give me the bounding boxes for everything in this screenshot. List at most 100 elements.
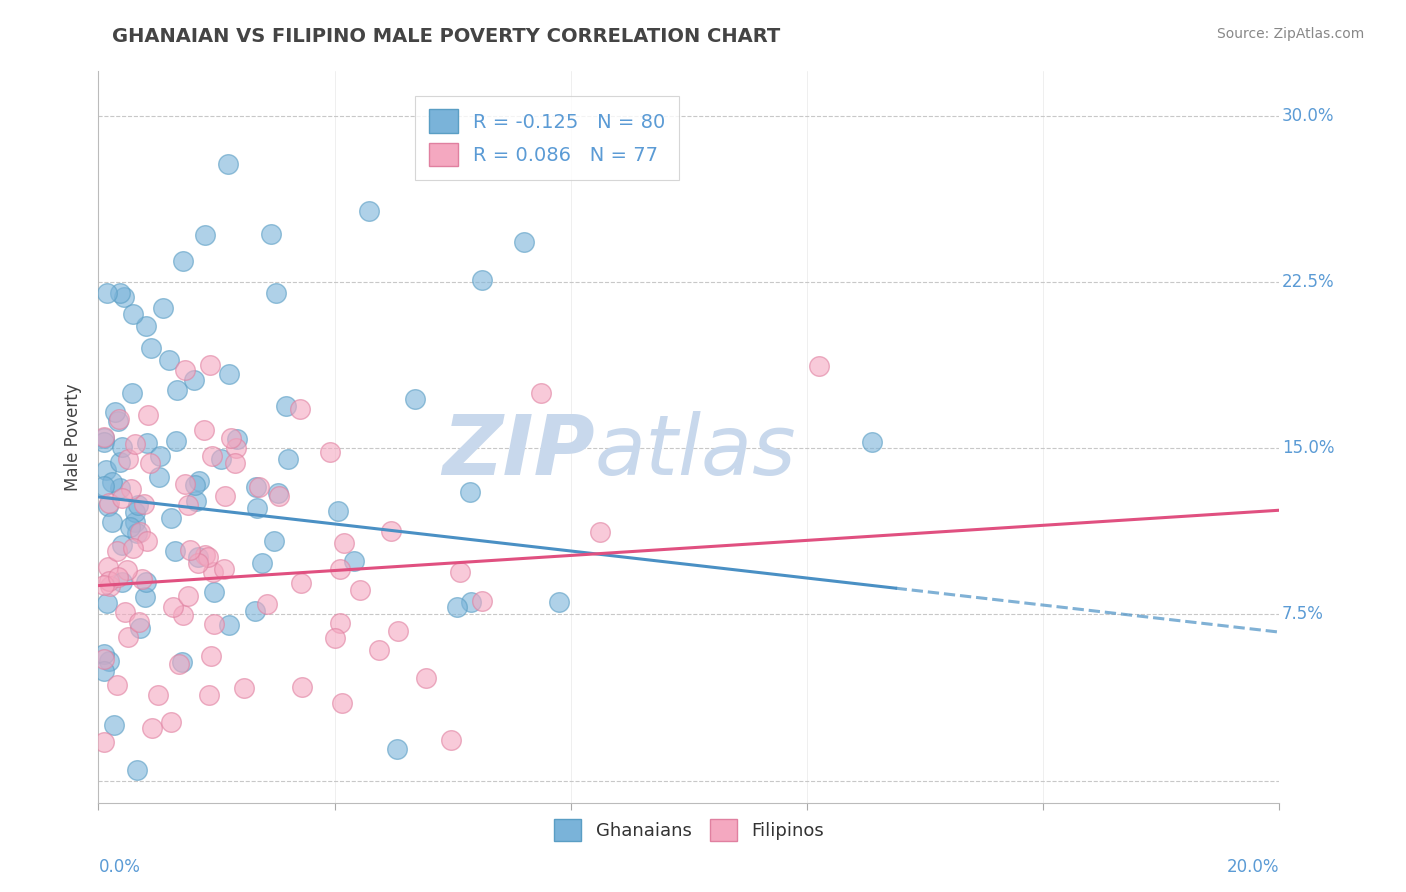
Point (404, 392, 426, 406)
Point (367, 643, 389, 657)
Point (440, 733, 463, 747)
Point (323, 632, 346, 646)
Point (162, 600, 184, 615)
Point (349, 582, 371, 597)
Point (120, 482, 142, 496)
Point (458, 484, 481, 499)
Point (136, 534, 159, 549)
Point (166, 383, 188, 397)
Point (111, 575, 134, 590)
Point (108, 285, 131, 300)
Point (124, 515, 146, 529)
Point (359, 204, 381, 219)
Point (226, 432, 249, 446)
Point (96, 596, 118, 610)
Point (193, 423, 215, 437)
Point (198, 359, 221, 373)
Point (121, 386, 143, 401)
Text: 20.0%: 20.0% (1227, 858, 1279, 876)
Point (117, 452, 139, 467)
Point (93, 434, 115, 449)
Text: 7.5%: 7.5% (1282, 606, 1323, 624)
Point (93, 648, 115, 662)
Point (97, 495, 120, 509)
Point (385, 741, 408, 756)
Point (288, 401, 311, 416)
Point (103, 718, 125, 732)
Point (98, 654, 121, 668)
Point (108, 481, 131, 495)
Point (214, 489, 236, 503)
Point (187, 549, 209, 564)
Point (807, 359, 830, 373)
Point (415, 672, 437, 686)
Point (125, 763, 148, 777)
Point (274, 399, 297, 413)
Point (139, 341, 162, 355)
Text: atlas: atlas (595, 411, 796, 492)
Text: Source: ZipAtlas.com: Source: ZipAtlas.com (1216, 27, 1364, 41)
Point (212, 562, 235, 576)
Point (105, 543, 128, 558)
Point (256, 597, 278, 611)
Point (93, 430, 115, 444)
Point (93, 652, 115, 666)
Point (260, 227, 283, 241)
Point (184, 494, 207, 508)
Point (194, 548, 217, 562)
Point (233, 681, 256, 695)
Point (277, 451, 299, 466)
Point (197, 549, 219, 564)
Point (172, 608, 194, 623)
Point (267, 489, 290, 503)
Point (135, 436, 157, 450)
Point (114, 605, 136, 619)
Point (107, 414, 129, 428)
Point (548, 595, 571, 609)
Point (129, 525, 152, 540)
Point (122, 541, 145, 555)
Text: 30.0%: 30.0% (1282, 107, 1334, 125)
Point (170, 655, 193, 669)
Point (183, 373, 205, 387)
Point (148, 470, 170, 484)
Point (139, 456, 162, 470)
Point (471, 273, 494, 287)
Text: GHANAIAN VS FILIPINO MALE POVERTY CORRELATION CHART: GHANAIAN VS FILIPINO MALE POVERTY CORREL… (112, 27, 780, 45)
Point (860, 434, 883, 449)
Point (202, 566, 225, 580)
Point (263, 533, 285, 548)
Text: 15.0%: 15.0% (1282, 439, 1334, 458)
Point (93, 734, 115, 748)
Point (197, 688, 219, 702)
Point (387, 624, 409, 639)
Point (110, 440, 132, 454)
Point (329, 562, 352, 576)
Point (218, 618, 240, 632)
Point (380, 524, 402, 538)
Point (97, 499, 120, 513)
Point (132, 496, 155, 510)
Point (97, 560, 120, 574)
Point (115, 563, 138, 577)
Point (245, 604, 267, 618)
Point (127, 499, 149, 513)
Point (184, 478, 207, 492)
Point (157, 352, 180, 367)
Point (329, 616, 352, 631)
Point (177, 589, 200, 603)
Point (165, 434, 187, 448)
Point (97, 574, 120, 589)
Point (186, 556, 208, 570)
Point (122, 307, 145, 321)
Point (149, 450, 172, 464)
Point (471, 594, 494, 608)
Point (179, 543, 201, 558)
Point (108, 455, 131, 469)
Point (219, 431, 242, 445)
Point (225, 441, 247, 455)
Point (110, 491, 132, 506)
Text: ZIP: ZIP (441, 411, 595, 492)
Point (152, 301, 174, 316)
Point (201, 449, 224, 463)
